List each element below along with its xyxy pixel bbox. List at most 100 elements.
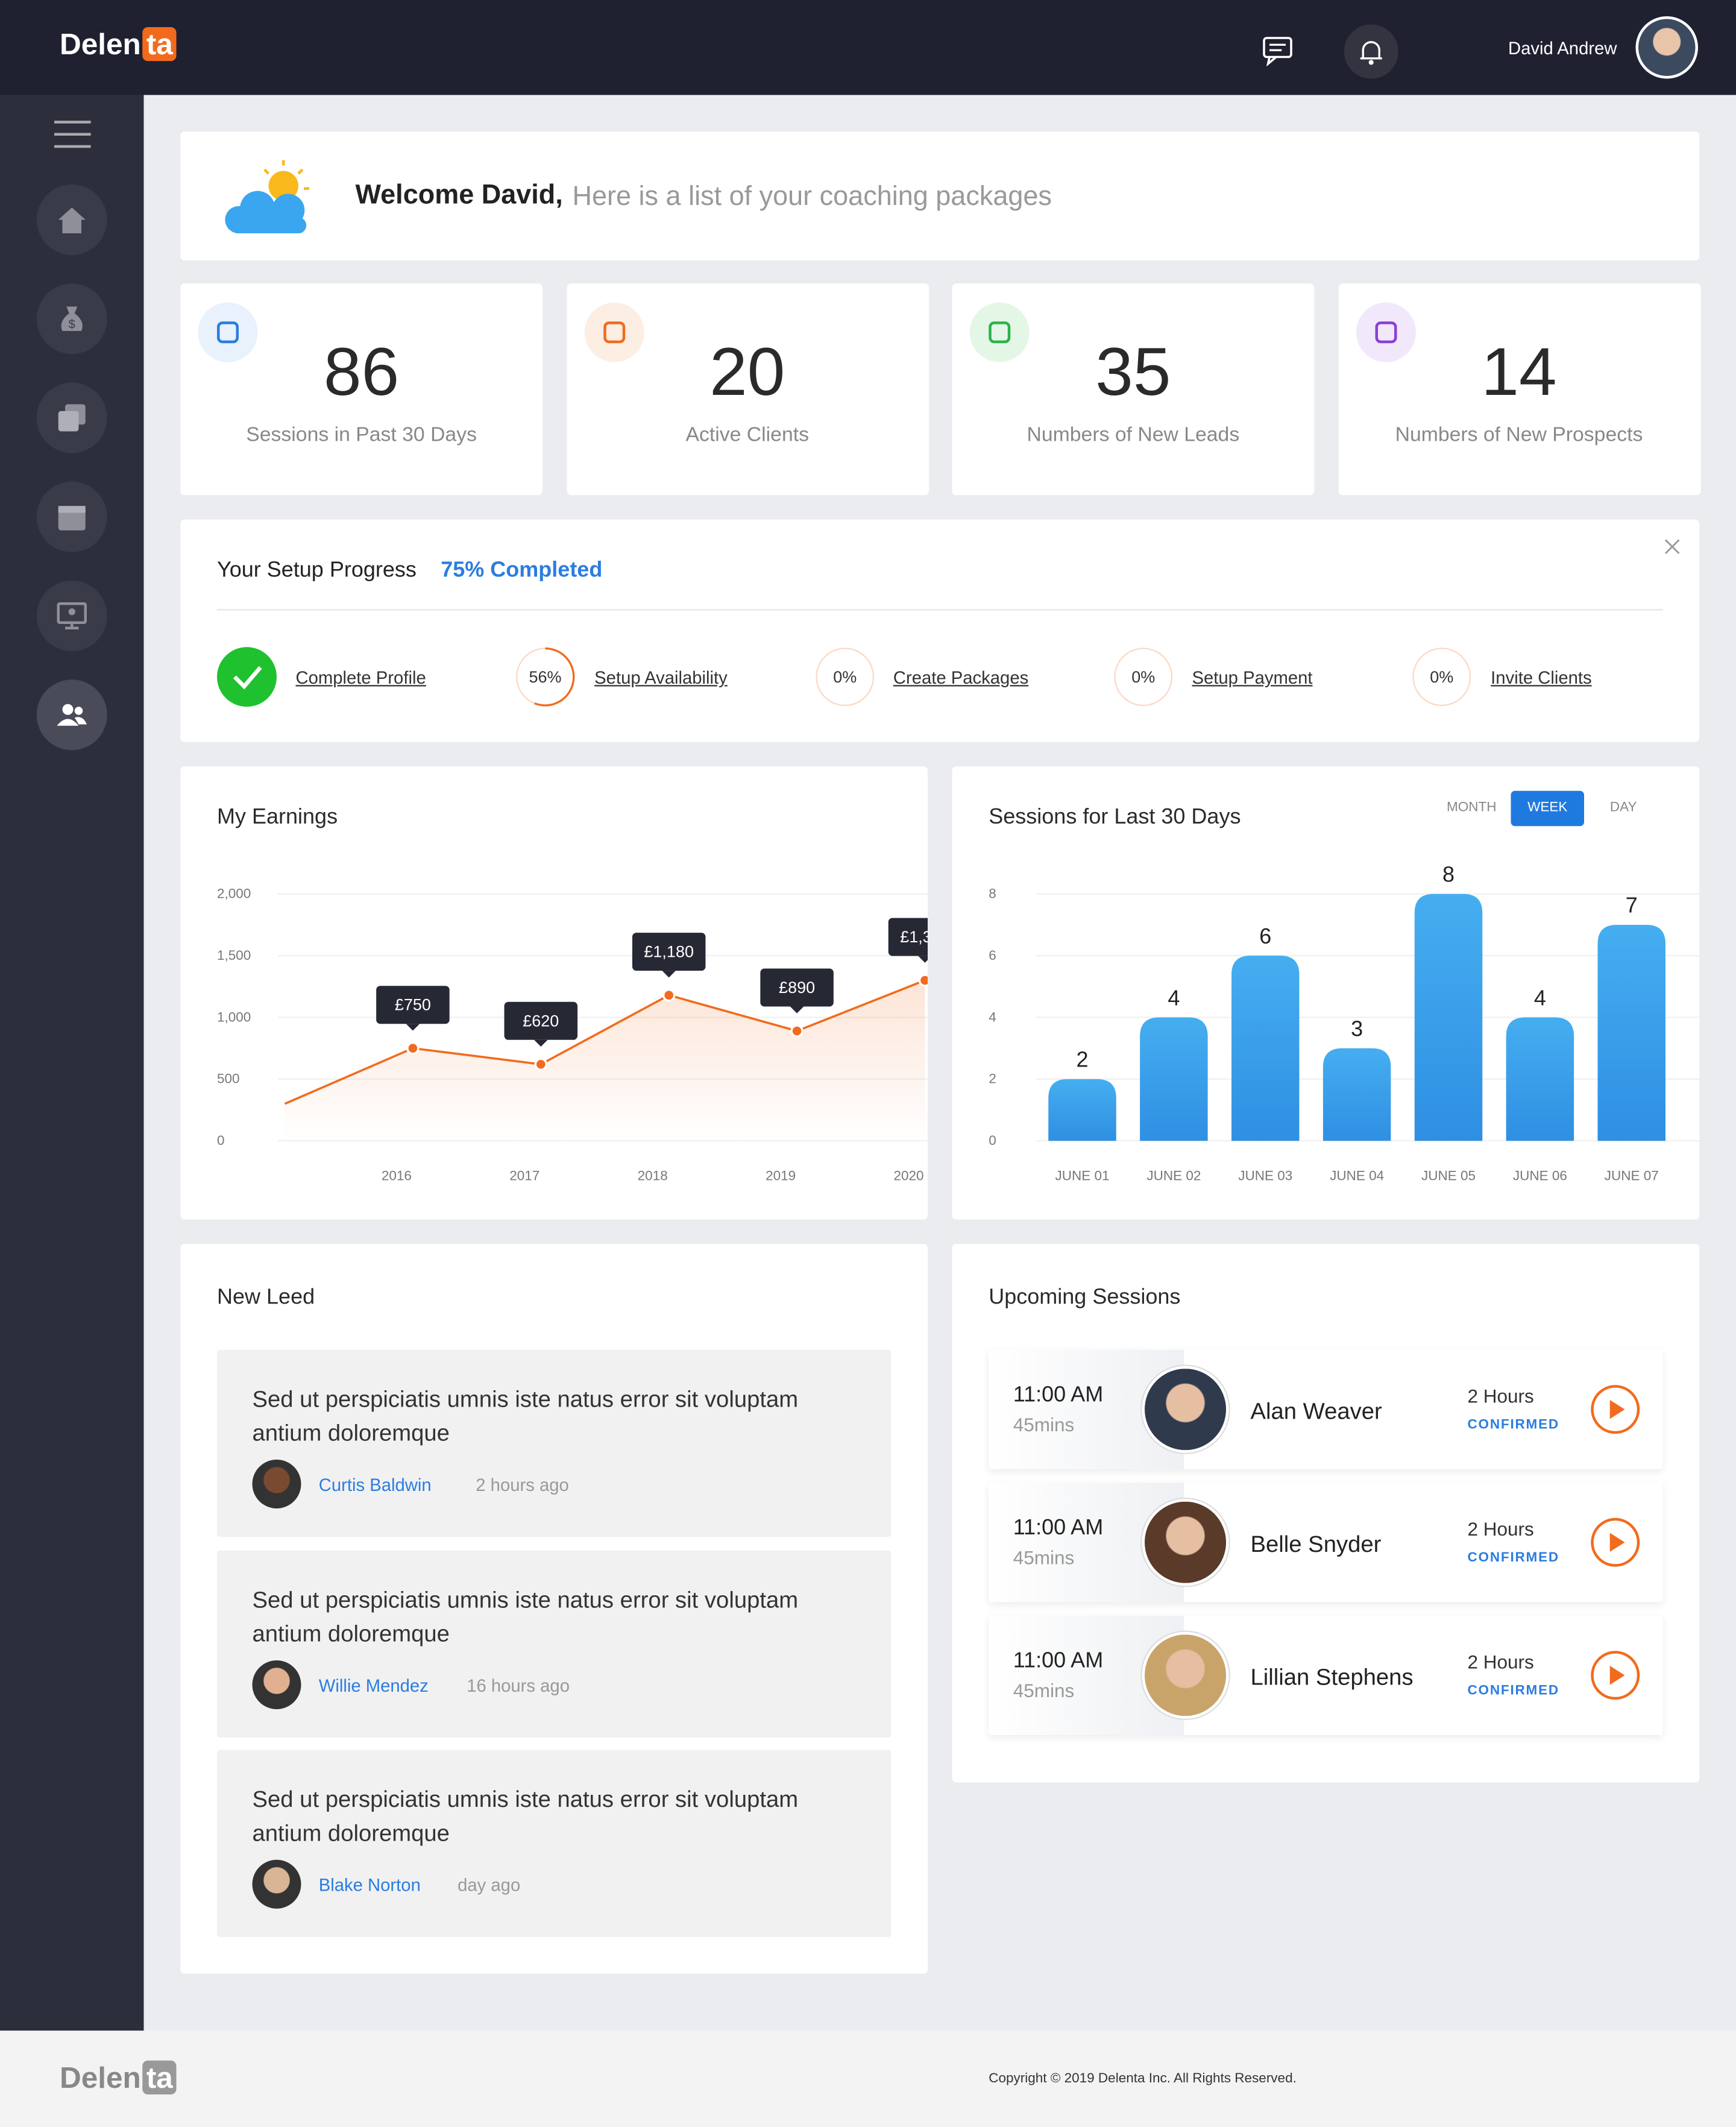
messages-icon[interactable] <box>1262 36 1297 68</box>
y-tick-label: 2,000 <box>217 886 251 901</box>
session-status: CONFIRMED <box>1467 1417 1559 1432</box>
lead-name[interactable]: Willie Mendez <box>318 1674 429 1695</box>
play-button[interactable] <box>1590 1384 1641 1435</box>
step-progress: 0% <box>1114 648 1172 707</box>
copyright: Copyright © 2019 Delenta Inc. All Rights… <box>989 2071 1297 2087</box>
money-icon: $ <box>61 306 83 332</box>
lead-avatar <box>252 1460 301 1508</box>
stat-card: 14 Numbers of New Prospects <box>1338 283 1700 496</box>
play-ring <box>1591 1385 1640 1434</box>
earnings-chart: 0 500 1,000 1,500 2,000 2016 £750 2017 £620 2018 £… <box>217 886 928 1183</box>
x-tick-label: JUNE 03 <box>1238 1168 1292 1183</box>
menu-icon[interactable] <box>54 119 91 150</box>
tooltip-pointer <box>790 1006 804 1013</box>
sessions-chart-card: Sessions for Last 30 Days 0 2 4 6 8 2 JUNE 01 4… <box>952 766 1700 1220</box>
play-button[interactable] <box>1590 1650 1641 1701</box>
notifications-button[interactable] <box>1344 24 1398 79</box>
svg-text:$: $ <box>69 318 75 332</box>
value-label: 8 <box>1442 862 1455 887</box>
value-label: 2 <box>1076 1047 1088 1072</box>
tooltip-box <box>504 1001 578 1040</box>
y-tick-label: 2 <box>989 1071 996 1086</box>
nav-sessions[interactable] <box>36 581 107 651</box>
value-label: 6 <box>1259 924 1271 948</box>
footer: Delen ta Copyright © 2019 Delenta Inc. Al… <box>0 2031 1736 2127</box>
x-tick-label: JUNE 04 <box>1330 1168 1384 1183</box>
tooltip-box <box>376 986 450 1024</box>
point <box>406 1042 420 1055</box>
step-link[interactable]: Setup Availability <box>594 667 728 688</box>
play-button[interactable] <box>1590 1517 1641 1569</box>
nav-packages[interactable] <box>36 382 107 453</box>
user-name[interactable]: David Andrew <box>1508 38 1617 58</box>
lead-text: Sed ut perspiciatis umnis iste natus err… <box>252 1786 799 1847</box>
logo-text: Delen <box>60 27 141 61</box>
tooltip-box <box>632 933 706 971</box>
x-tick-label: 2016 <box>382 1168 412 1183</box>
x-tick-label: JUNE 01 <box>1055 1168 1109 1183</box>
stat-value: 86 <box>324 333 400 410</box>
y-tick-label: 1,000 <box>217 1009 251 1024</box>
lead-name[interactable]: Blake Norton <box>318 1874 421 1895</box>
lead-item: Sed ut perspiciatis umnis iste natus err… <box>217 1549 892 1738</box>
progress-label: 56% <box>529 668 562 686</box>
value-label: 7 <box>1626 893 1638 918</box>
step-link[interactable]: Setup Payment <box>1192 667 1313 688</box>
chart-title: Sessions for Last 30 Days <box>989 805 1241 829</box>
x-tick-label: JUNE 06 <box>1513 1168 1567 1183</box>
line <box>284 979 926 1105</box>
session-length: 2 Hours <box>1467 1385 1534 1407</box>
stat-value: 35 <box>1095 333 1171 410</box>
nav-earnings[interactable]: $ <box>36 283 107 354</box>
nav-clients[interactable] <box>36 679 107 751</box>
nav-calendar[interactable] <box>36 481 107 552</box>
session-item: 11:00 AM 45mins Lillian Stephens 2 Hours CON… <box>989 1615 1663 1735</box>
stat-label: Active Clients <box>685 423 809 447</box>
client-avatar <box>1142 1366 1229 1453</box>
range-tab[interactable]: DAY <box>1609 800 1637 816</box>
stat-value: 20 <box>709 333 785 410</box>
range-tab[interactable]: WEEK <box>1511 790 1584 827</box>
progress-label: 0% <box>1430 668 1454 686</box>
tooltip-pointer <box>918 956 928 963</box>
y-tick-label: 1,500 <box>217 948 251 963</box>
session-item: 11:00 AM 45mins Belle Snyder 2 Hours CONFIRM… <box>989 1483 1663 1602</box>
tooltip-label: £1,300 <box>900 928 928 946</box>
top-bar: Delen ta David Andrew <box>0 0 1736 95</box>
user-avatar[interactable] <box>1635 16 1698 79</box>
close-button[interactable] <box>1664 538 1681 555</box>
bar <box>1322 1048 1391 1141</box>
session-duration: 45mins <box>1013 1413 1075 1435</box>
bar <box>1506 1017 1574 1141</box>
y-tick-label: 8 <box>989 886 996 901</box>
range-tab[interactable]: MONTH <box>1446 800 1497 816</box>
x-tick-label: 2018 <box>638 1168 668 1183</box>
footer-logo: Delen ta <box>60 2060 177 2096</box>
lead-name[interactable]: Curtis Baldwin <box>318 1474 432 1495</box>
y-tick-label: 0 <box>989 1133 996 1148</box>
step-link[interactable]: Invite Clients <box>1491 667 1592 688</box>
bar <box>1414 893 1483 1141</box>
progress-track <box>1114 648 1172 707</box>
logo[interactable]: Delen ta <box>60 27 177 63</box>
nav-home[interactable] <box>36 184 107 255</box>
calendar-icon <box>58 506 86 531</box>
setup-status: 75% Completed <box>441 559 603 582</box>
y-tick-label: 0 <box>217 1133 225 1148</box>
lead-avatar <box>252 1859 301 1909</box>
x-tick-label: 2020 <box>893 1168 923 1183</box>
stat-icon <box>583 302 644 362</box>
leads-title: New Leed <box>217 1286 315 1309</box>
x-tick-label: 2017 <box>509 1168 539 1183</box>
session-time: 11:00 AM <box>1013 1516 1104 1540</box>
tooltip-box <box>888 918 928 956</box>
step-progress: 0% <box>815 648 874 707</box>
y-tick-label: 6 <box>989 948 996 963</box>
step-link[interactable]: Complete Profile <box>295 667 426 688</box>
play-icon <box>1609 1400 1625 1419</box>
session-status: CONFIRMED <box>1467 1683 1559 1698</box>
step-link[interactable]: Create Packages <box>893 667 1029 688</box>
stat-card: 20 Active Clients <box>566 283 929 496</box>
logo-tag: ta <box>142 2060 177 2094</box>
